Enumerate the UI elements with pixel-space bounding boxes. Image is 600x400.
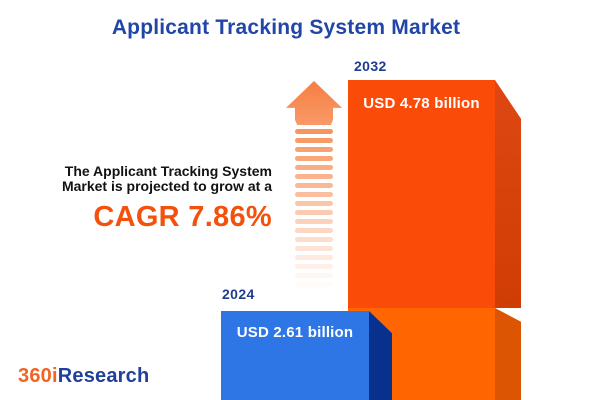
growth-arrow-shaft [295,129,333,291]
bar-2024-value-label: USD 2.61 billion [236,324,354,341]
bar-2024-side [369,311,392,400]
page-title: Applicant Tracking System Market [111,16,461,39]
bar-2024-year-label: 2024 [222,286,255,302]
bar-2032-year-label: 2032 [354,58,387,74]
annotation-line-2: Market is projected to grow at a [61,178,272,194]
brand-logo-360i: 360i [18,365,58,387]
bar-2032-side-upper [495,80,521,308]
growth-arrow-icon [286,81,342,125]
annotation-block: The Applicant Tracking System Market is … [62,164,272,234]
bar-2032-side-lower [495,308,521,400]
cagr-value: CAGR 7.86% [93,201,272,233]
bar-2024-front [221,311,369,400]
brand-logo: 360iResearch [18,365,149,388]
bar-2032-front-upper [348,80,495,308]
annotation-line-1: The Applicant Tracking System [64,163,272,179]
brand-logo-research: Research [57,365,150,387]
bar-2032-value-label: USD 4.78 billion [363,95,480,112]
